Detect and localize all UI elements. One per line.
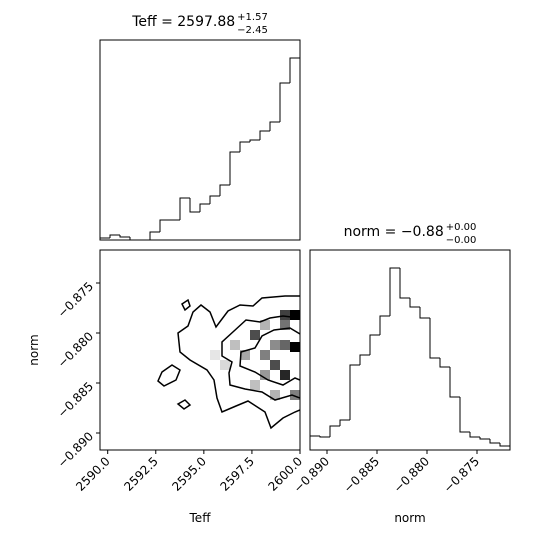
density-panel <box>210 310 300 400</box>
title-upper: +0.00 <box>446 222 477 233</box>
contour-island <box>181 298 191 312</box>
histogram-bin <box>319 436 330 438</box>
density-cell <box>270 390 280 400</box>
histogram-bin <box>279 82 290 122</box>
histogram-bin <box>439 358 450 368</box>
histogram-bin <box>309 435 320 450</box>
histogram-bin <box>99 237 110 240</box>
histogram-bin <box>389 267 400 316</box>
density-cell <box>260 320 270 330</box>
x-axis-label: norm <box>394 511 425 525</box>
density-cell <box>270 340 280 350</box>
histogram-bin <box>349 364 360 420</box>
contours <box>157 295 300 430</box>
contour-island <box>157 364 181 387</box>
density-cell <box>290 342 300 352</box>
histogram-bin <box>409 298 420 308</box>
histogram-bin <box>179 197 190 220</box>
contour-outer <box>177 295 300 430</box>
histogram-bin <box>219 184 230 196</box>
title-upper: +1.57 <box>237 12 268 23</box>
histogram-bin <box>289 57 301 240</box>
contour-inner <box>239 327 300 386</box>
title-lower: −0.00 <box>446 235 477 246</box>
histogram-bin <box>119 235 130 238</box>
density-cell <box>280 370 290 380</box>
histogram-bin <box>379 315 390 335</box>
histogram-bin <box>249 139 260 142</box>
histogram-bin <box>329 425 340 437</box>
contour-mid <box>221 315 300 401</box>
histogram-bin <box>429 318 440 359</box>
panel-title: norm = −0.88 <box>344 224 444 240</box>
density-cell <box>250 330 260 340</box>
density-cell <box>210 350 220 360</box>
histogram-bin <box>229 151 240 185</box>
density-cell <box>260 350 270 360</box>
histogram-bin <box>269 121 280 131</box>
x-axis-label: Teff <box>189 511 212 525</box>
histogram-bin <box>489 439 500 444</box>
histogram-bin <box>199 203 210 212</box>
density-cell <box>290 390 300 400</box>
density-cell <box>230 340 240 350</box>
histogram-bin <box>189 198 200 213</box>
histogram-bin <box>239 141 250 152</box>
histogram-bin <box>149 231 160 240</box>
density-cell <box>250 380 260 390</box>
density-cell <box>280 320 290 330</box>
histogram-bin <box>419 307 430 319</box>
contour-island <box>176 399 192 410</box>
histogram-bin <box>359 354 370 365</box>
title-lower: −2.45 <box>237 25 268 36</box>
histogram-bin <box>459 397 470 433</box>
density-cell <box>290 310 300 320</box>
density-cell <box>280 310 290 320</box>
histogram-bin <box>209 195 220 204</box>
density-cell <box>280 340 290 350</box>
frame <box>309 249 511 451</box>
density-cell <box>240 350 250 360</box>
frame <box>99 249 301 451</box>
histogram-bin <box>129 237 140 241</box>
panel-title: Teff = 2597.88 <box>131 14 235 30</box>
density-cell <box>220 360 230 370</box>
density-cell <box>260 370 270 380</box>
y-axis-label: norm <box>27 334 41 365</box>
histogram-bin <box>479 437 490 440</box>
density-cell <box>270 360 280 370</box>
histogram-bin <box>469 432 480 438</box>
histogram-bin <box>499 443 511 450</box>
histogram-bin <box>399 268 410 299</box>
histogram-bin <box>259 130 270 140</box>
histogram-bin <box>369 334 380 355</box>
histogram-bin <box>159 219 170 232</box>
histogram-bin <box>109 234 120 238</box>
histogram-bin <box>449 367 460 398</box>
histogram-bin <box>339 419 350 426</box>
